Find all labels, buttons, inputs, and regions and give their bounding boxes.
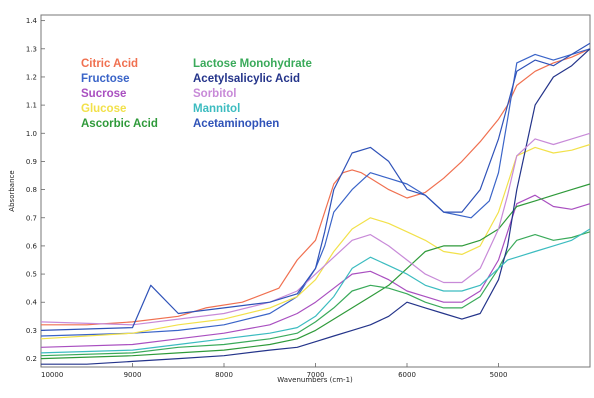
legend-entry-mannitol: Mannitol <box>193 103 240 115</box>
x-axis-title: Wavenumbers (cm-1) <box>277 376 353 384</box>
legend-entry-ascorbic-acid: Ascorbic Acid <box>81 118 158 130</box>
y-tick-label: 0.9 <box>26 158 37 166</box>
series-lines <box>40 42 591 365</box>
series-line-sucrose <box>40 194 591 348</box>
legend-entry-acetaminophen: Acetaminophen <box>193 118 279 130</box>
y-tick-label: 0.7 <box>26 214 37 222</box>
x-tick-label: 7000 <box>307 371 325 379</box>
series-line-lactose-monohydrate <box>40 231 591 357</box>
legend-entry-sorbitol: Sorbitol <box>193 88 236 100</box>
legend-entry-glucose: Glucose <box>81 103 126 115</box>
legend-entry-acetylsalicylic-acid: Acetylsalicylic Acid <box>193 73 300 85</box>
y-tick-label: 1.2 <box>26 73 37 81</box>
series-line-ascorbic-acid <box>40 183 591 360</box>
series-line-glucose <box>40 143 591 340</box>
legend-entry-sucrose: Sucrose <box>81 88 126 100</box>
series-line-acetylsalicylic-acid <box>41 48 591 365</box>
y-tick-label: 1.1 <box>26 102 37 110</box>
legend-entry-citric-acid: Citric Acid <box>81 58 138 70</box>
series-line-acetaminophen <box>40 42 591 331</box>
y-tick-label: 0.8 <box>26 186 37 194</box>
y-axis-title: Absorbance <box>8 170 16 211</box>
y-tick-label: 0.3 <box>26 327 37 335</box>
x-axis-ticks: 10000 9000 8000 7000 6000 5000 <box>40 363 508 379</box>
legend-entry-lactose-monohydrate: Lactose Monohydrate <box>193 58 312 70</box>
y-tick-label: 0.2 <box>26 355 37 363</box>
y-tick-label: 1.0 <box>26 130 37 138</box>
legend-entry-fructose: Fructose <box>81 73 130 85</box>
series-line-mannitol <box>40 228 591 354</box>
series-line-fructose <box>40 48 591 337</box>
x-tick-label: 6000 <box>398 371 416 379</box>
y-tick-label: 1.3 <box>26 45 37 53</box>
series-line-sorbitol <box>40 132 591 326</box>
y-tick-label: 0.6 <box>26 242 38 250</box>
y-tick-label: 0.4 <box>26 299 38 307</box>
y-tick-label: 1.4 <box>26 17 38 25</box>
x-tick-label: 9000 <box>124 371 142 379</box>
plot-frame <box>40 14 591 368</box>
x-tick-label: 10000 <box>41 371 63 379</box>
y-axis-ticks: 0.2 0.3 0.4 0.5 0.6 0.7 0.8 0.9 1.0 1.1 1.2 1.3 1.4 <box>26 17 45 363</box>
legend: Citric Acid Fructose Sucrose Glucose Ascorbi… <box>81 58 312 130</box>
y-tick-label: 0.5 <box>26 271 37 279</box>
x-tick-label: 5000 <box>490 371 508 379</box>
x-tick-label: 8000 <box>215 371 233 379</box>
